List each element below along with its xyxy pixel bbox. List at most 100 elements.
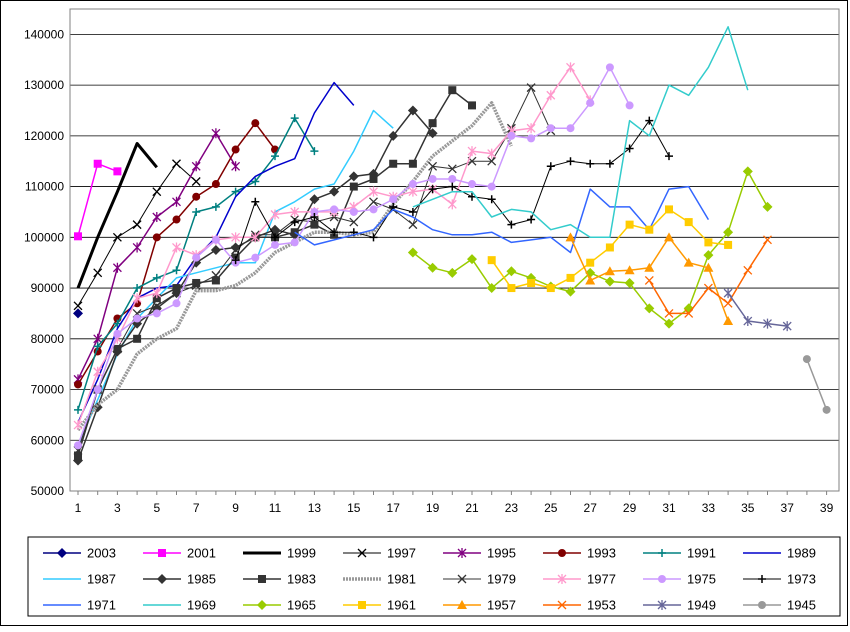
legend-label: 1979 — [487, 572, 516, 587]
data-point — [211, 180, 220, 189]
data-point — [427, 128, 438, 139]
series-1945 — [802, 355, 831, 414]
data-point — [566, 273, 575, 282]
data-point — [93, 159, 102, 168]
data-point — [93, 333, 103, 344]
x-tick-label: 17 — [387, 501, 401, 515]
legend-item-1969: 1969 — [143, 598, 216, 613]
legend-label: 1989 — [787, 546, 816, 561]
plot-area — [69, 8, 840, 492]
data-point — [625, 220, 634, 229]
data-point — [566, 124, 575, 133]
data-point — [605, 243, 614, 252]
data-point — [152, 212, 162, 223]
series-1983 — [74, 86, 476, 460]
legend-label: 2003 — [87, 546, 116, 561]
data-point — [57, 548, 67, 558]
data-point — [152, 309, 161, 318]
data-point — [133, 314, 142, 323]
series-1991 — [74, 114, 319, 414]
series-1973 — [231, 116, 673, 265]
legend-item-1953: 1953 — [543, 598, 616, 613]
data-point — [152, 294, 161, 303]
data-point — [133, 334, 142, 343]
data-point — [428, 161, 438, 171]
data-point — [723, 227, 734, 238]
data-point — [448, 174, 457, 183]
data-point — [665, 205, 673, 214]
legend-label: 1985 — [187, 572, 216, 587]
data-point — [309, 194, 320, 205]
legend-item-1965: 1965 — [243, 598, 316, 613]
data-point — [448, 182, 457, 191]
data-point — [527, 134, 536, 143]
data-point — [762, 201, 773, 212]
data-point — [457, 548, 467, 558]
data-point — [132, 242, 142, 253]
legend-item-1995: 1995 — [443, 546, 516, 561]
data-point — [93, 385, 102, 394]
data-point — [251, 119, 260, 128]
data-point — [74, 232, 82, 241]
legend-item-1981: 1981 — [343, 572, 416, 587]
data-point — [133, 284, 142, 293]
legend-item-1973: 1973 — [743, 572, 816, 587]
data-point — [447, 267, 458, 278]
legend-item-1997: 1997 — [343, 546, 416, 561]
legend-item-1983: 1983 — [243, 572, 316, 587]
legend-item-1979: 1979 — [443, 572, 516, 587]
series-1997 — [73, 159, 201, 311]
series-1961 — [487, 205, 733, 293]
x-tick-label: 11 — [269, 501, 282, 515]
data-point — [231, 187, 240, 196]
data-point — [192, 253, 201, 262]
data-point — [349, 182, 358, 191]
series-line — [77, 87, 552, 451]
series-1993 — [74, 119, 279, 389]
data-point — [112, 344, 122, 354]
series-lines — [73, 26, 831, 466]
data-point — [527, 278, 536, 287]
data-point — [191, 161, 201, 172]
data-point — [74, 380, 82, 389]
data-point — [565, 232, 576, 242]
legend-label: 1983 — [287, 572, 316, 587]
x-tick-label: 23 — [505, 501, 519, 515]
data-point — [723, 288, 733, 299]
series-line — [412, 26, 749, 239]
x-tick-label: 15 — [347, 501, 361, 515]
legend-item-1993: 1993 — [543, 546, 616, 561]
series-1969 — [412, 26, 749, 239]
legend-label: 1945 — [787, 598, 816, 613]
legend-label: 1991 — [687, 546, 716, 561]
data-point — [658, 575, 666, 583]
data-point — [211, 202, 220, 211]
x-tick-label: 31 — [662, 501, 676, 515]
data-point — [152, 187, 162, 197]
data-point — [330, 228, 339, 237]
data-point — [645, 116, 654, 125]
series-line — [77, 66, 631, 446]
series-line — [77, 162, 118, 237]
legend-item-1957: 1957 — [443, 598, 516, 613]
x-axis: 1 3 5 7 9 11 13 15 17 19 21 23 25 27 29 31 33 35 37 39 — [75, 491, 834, 515]
legend: 2003 2001 1999 1997 1995 1993 1991 1989 1987 1985… — [27, 536, 841, 617]
series-1949 — [723, 288, 792, 332]
data-point — [507, 131, 516, 140]
x-tick-label: 1 — [75, 501, 82, 515]
data-point — [428, 119, 437, 128]
x-tick-label: 13 — [308, 501, 322, 515]
series-1979 — [73, 83, 556, 455]
data-point — [506, 266, 517, 277]
series-1975 — [74, 63, 634, 450]
data-point — [743, 316, 753, 327]
data-point — [112, 232, 122, 242]
series-line — [294, 185, 710, 254]
legend-item-2001: 2001 — [143, 546, 216, 561]
data-point — [270, 209, 280, 220]
legend-label: 1997 — [387, 546, 416, 561]
y-tick-label: 120000 — [24, 129, 64, 143]
data-point — [152, 233, 161, 242]
y-tick-label: 90000 — [31, 281, 65, 295]
